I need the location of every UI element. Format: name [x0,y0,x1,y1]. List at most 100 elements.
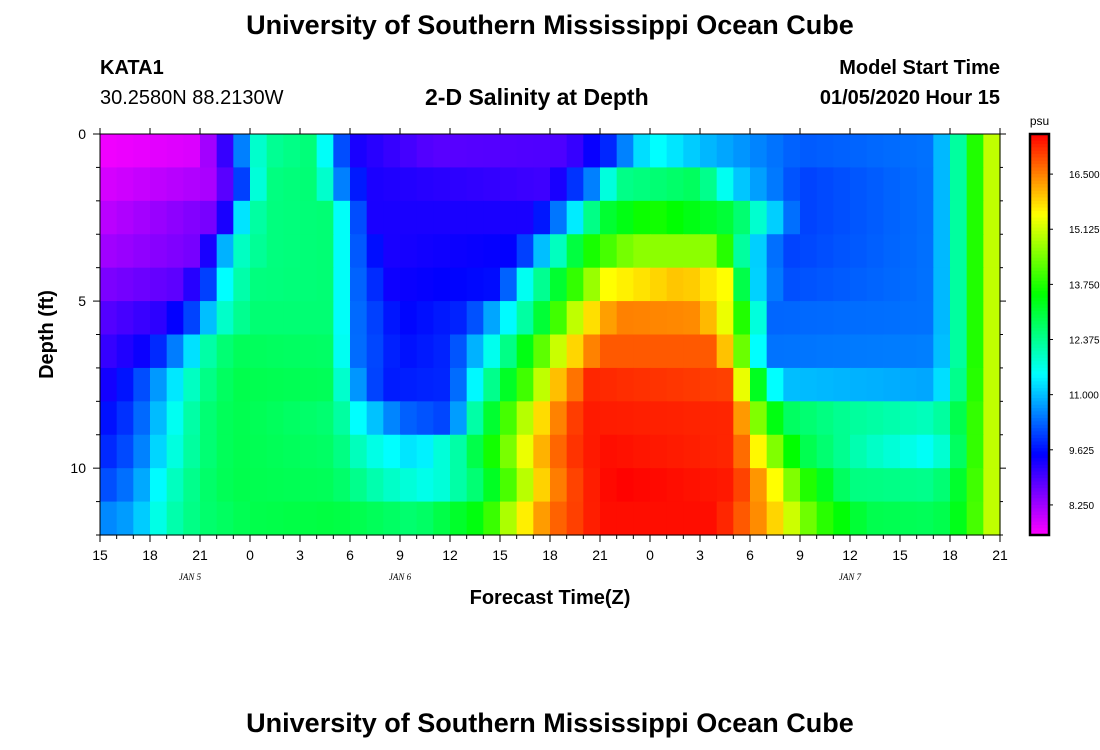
heatmap-cell [966,401,984,436]
heatmap-cell [550,367,568,402]
colorbar-segment [1030,324,1049,329]
heatmap-cell [250,434,268,469]
heatmap-cell [666,401,684,436]
heatmap-cell [916,200,934,235]
heatmap-cell [666,434,684,469]
heatmap-cell [700,434,718,469]
heatmap-cell [866,501,884,536]
x-tick-label: 21 [592,547,608,563]
heatmap-cell [383,401,401,436]
heatmap-cell [500,267,518,302]
heatmap-cell [383,468,401,503]
heatmap-cell [450,434,468,469]
heatmap-cell [566,367,584,402]
heatmap-cell [933,501,951,536]
heatmap-cell [150,301,168,336]
heatmap-cell [183,334,201,369]
heatmap-cell [200,434,218,469]
heatmap-cell [700,167,718,202]
heatmap-cell [116,200,134,235]
heatmap-cell [750,200,768,235]
heatmap-cell [916,267,934,302]
heatmap-cell [333,334,351,369]
heatmap-cell [383,167,401,202]
heatmap-cell [400,267,418,302]
heatmap-cell [716,468,734,503]
heatmap-cell [333,134,351,169]
heatmap-cell [516,468,534,503]
heatmap-cell [700,401,718,436]
heatmap-cell [816,434,834,469]
heatmap-cell [716,267,734,302]
heatmap-cell [116,167,134,202]
heatmap-cell [466,434,484,469]
heatmap-cell [950,134,968,169]
colorbar-segment [1030,351,1049,356]
heatmap-cell [633,468,651,503]
heatmap-cell [700,501,718,536]
heatmap-cell [833,267,851,302]
heatmap-cell [233,367,251,402]
heatmap-cell [416,267,434,302]
heatmap-cell [666,267,684,302]
colorbar-segment [1030,254,1049,259]
colorbar-segment [1030,474,1049,479]
heatmap-cell [933,200,951,235]
heatmap-cell [616,267,634,302]
heatmap-cell [633,401,651,436]
colorbar-segment [1030,431,1049,436]
heatmap-cell [516,234,534,269]
heatmap-cell [683,267,701,302]
heatmap-cell [900,301,918,336]
heatmap-cell [150,501,168,536]
heatmap-cell [500,401,518,436]
heatmap-cell [550,501,568,536]
heatmap-cell [633,267,651,302]
heatmap-cell [916,234,934,269]
heatmap-cell [466,401,484,436]
heatmap-cell [716,301,734,336]
heatmap-cell [816,234,834,269]
colorbar-segment [1030,387,1049,392]
heatmap-cell [583,367,601,402]
heatmap-cell [216,334,234,369]
heatmap-cell [383,200,401,235]
heatmap-cell [616,200,634,235]
heatmap-cell [333,234,351,269]
heatmap-cell [833,234,851,269]
heatmap-cell [133,200,151,235]
heatmap-cell [650,200,668,235]
heatmap-cell [866,401,884,436]
heatmap-cell [566,134,584,169]
colorbar-segment [1030,294,1049,299]
colorbar-segment [1030,140,1049,145]
heatmap-cell [133,367,151,402]
heatmap-cell [166,334,184,369]
heatmap-cell [116,267,134,302]
heatmap-cell [250,234,268,269]
x-tick-label: 12 [442,547,458,563]
heatmap-cell [966,301,984,336]
colorbar-segment [1030,524,1049,529]
heatmap-cell [400,434,418,469]
heatmap-cell [683,334,701,369]
colorbar-segment [1030,217,1049,222]
heatmap-cell [600,468,618,503]
heatmap-cell [183,401,201,436]
heatmap-cell [650,267,668,302]
heatmap-cell [316,501,334,536]
heatmap-cell [983,501,1001,536]
heatmap-cell [766,401,784,436]
heatmap-cell [900,167,918,202]
heatmap-cell [200,401,218,436]
heatmap-cell [316,367,334,402]
heatmap-cell [800,134,818,169]
heatmap-cell [866,167,884,202]
heatmap-cell [283,401,301,436]
colorbar-segment [1030,137,1049,142]
heatmap-cell [733,167,751,202]
heatmap-cell [783,434,801,469]
heatmap-cell [116,434,134,469]
heatmap-cell [150,367,168,402]
heatmap-cell [600,401,618,436]
